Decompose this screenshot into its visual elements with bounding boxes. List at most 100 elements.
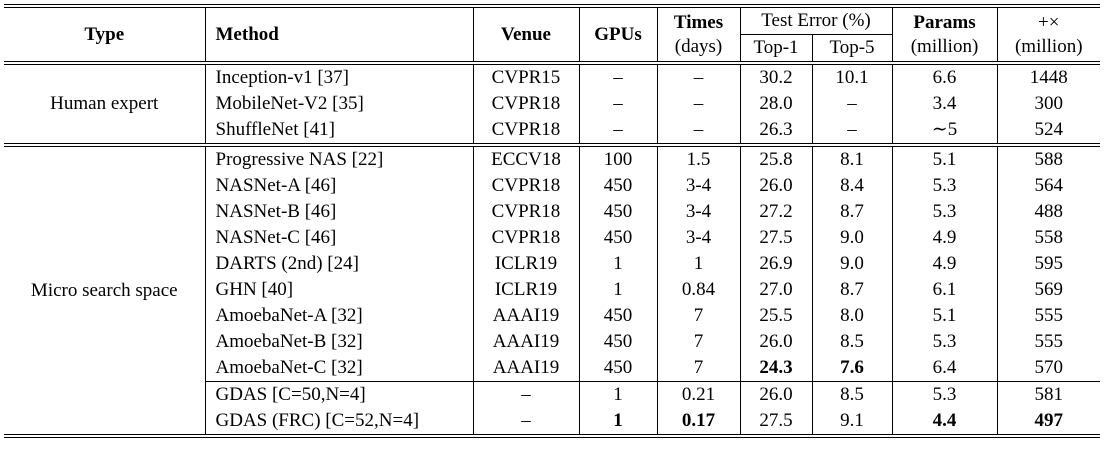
value-cell: 6.4 (891, 355, 997, 382)
header-cell: Method (204, 6, 473, 63)
method-cell: GDAS [C=50,N=4] (204, 381, 473, 408)
value-cell: 588 (996, 145, 1100, 173)
value-cell: 555 (996, 303, 1100, 329)
value-cell: ICLR19 (472, 251, 579, 277)
table-row: AmoebaNet-B [32] AAAI19 450 7 26.0 8.5 5.3 555 (4, 329, 1100, 355)
header-cell: Type (84, 23, 125, 45)
value-cell: AAAI19 (472, 355, 579, 382)
type-cell: Micro search space (30, 279, 178, 301)
value-cell: CVPR18 (472, 199, 579, 225)
value-cell: 564 (996, 173, 1100, 199)
value-cell: 1448 (996, 63, 1100, 91)
header-cell: Venue (472, 6, 579, 63)
value-cell: CVPR15 (472, 63, 579, 91)
value-cell: – (578, 91, 657, 117)
table-row: NASNet-C [46] CVPR18 450 3-4 27.5 9.0 4.9 558 (4, 225, 1100, 251)
results-table: Type Method Venue GPUs Times (days) Test … (4, 4, 1100, 438)
value-cell: 5.3 (891, 329, 997, 355)
value-cell: CVPR18 (472, 225, 579, 251)
value-cell: 5.1 (891, 303, 997, 329)
value-cell: 595 (996, 251, 1100, 277)
value-cell: 4.9 (891, 225, 997, 251)
value-cell: AAAI19 (472, 329, 579, 355)
table-row: ShuffleNet [41] CVPR18– –26.3– ∼5 524 (4, 117, 1100, 145)
value-cell: 555 (996, 329, 1100, 355)
value-cell: 9.0 (811, 251, 892, 277)
value-cell: AAAI19 (472, 303, 579, 329)
value-cell: 8.5 (811, 381, 892, 408)
method-cell: GHN [40] (204, 277, 473, 303)
value-cell: 7 (656, 329, 740, 355)
value-cell: 450 (578, 225, 657, 251)
header-text: Times (673, 11, 724, 33)
value-cell: 28.0 (739, 91, 812, 117)
method-cell: MobileNet-V2 [35] (204, 91, 473, 117)
table-wrap: Type Method Venue GPUs Times (days) Test … (4, 4, 1100, 438)
value-cell: 24.3 (739, 355, 812, 382)
value-cell: 26.0 (739, 173, 812, 199)
table-row: GDAS (FRC) [C=52,N=4] –1 0.17 27.5 9.1 4.4 497 (4, 408, 1100, 436)
value-cell: 7 (656, 303, 740, 329)
value-cell: CVPR18 (472, 173, 579, 199)
header-cell: GPUs (578, 6, 657, 63)
value-cell: – (578, 63, 657, 91)
value-cell: 8.7 (811, 277, 892, 303)
value-cell: 1 (578, 408, 657, 436)
value-cell: – (472, 408, 579, 436)
value-cell: 6.6 (891, 63, 997, 91)
value-cell: 0.84 (656, 277, 740, 303)
value-cell: 8.5 (811, 329, 892, 355)
method-cell: AmoebaNet-A [32] (204, 303, 473, 329)
method-cell: AmoebaNet-B [32] (204, 329, 473, 355)
value-cell: 524 (996, 117, 1100, 145)
table-row: GHN [40] ICLR19 1 0.84 27.0 8.7 6.1 569 (4, 277, 1100, 303)
value-cell: 497 (996, 408, 1100, 436)
table-header: Type Method Venue GPUs Times (days) Test … (4, 6, 1100, 64)
value-cell: 7 (656, 355, 740, 382)
value-cell: 1 (578, 381, 657, 408)
value-cell: 26.0 (739, 381, 812, 408)
value-cell: 27.2 (739, 199, 812, 225)
value-cell: 100 (578, 145, 657, 173)
table-row: AmoebaNet-A [32] AAAI19 450 7 25.5 8.0 5.1 555 (4, 303, 1100, 329)
value-cell: 25.5 (739, 303, 812, 329)
value-cell: – (811, 117, 892, 145)
method-cell: Progressive NAS [22] (204, 145, 473, 173)
value-cell: 450 (578, 329, 657, 355)
value-cell: 1 (578, 277, 657, 303)
value-cell: – (656, 63, 740, 91)
header-cell: Params (million) (891, 6, 997, 63)
header-row: Top-1 Top-5 (4, 34, 1100, 64)
value-cell: 5.3 (891, 199, 997, 225)
value-cell: 5.3 (891, 173, 997, 199)
value-cell: CVPR18 (472, 117, 579, 145)
value-cell: 26.9 (739, 251, 812, 277)
value-cell: 27.5 (739, 408, 812, 436)
value-cell: ∼5 (891, 117, 997, 145)
value-cell: 8.7 (811, 199, 892, 225)
value-cell: 3.4 (891, 91, 997, 117)
value-cell: 25.8 (739, 145, 812, 173)
table-row: Human expert Inception-v1 [37] CVPR15– –30.… (4, 63, 1100, 114)
value-cell: 3-4 (656, 173, 740, 199)
value-cell: 488 (996, 199, 1100, 225)
row-group: Human expert Inception-v1 [37] CVPR15– –30.… (4, 63, 1100, 145)
value-cell: 5.3 (891, 381, 997, 408)
header-cell: +× (million) (996, 6, 1100, 63)
value-cell: – (472, 381, 579, 408)
table-row: NASNet-B [46] CVPR18 450 3-4 27.2 8.7 5.3 488 (4, 199, 1100, 225)
value-cell: 30.2 (739, 63, 812, 91)
value-cell: 8.1 (811, 145, 892, 173)
header-cell: Test Error (%) (739, 6, 892, 35)
value-cell: – (656, 117, 740, 145)
header-unit: (days) (674, 35, 723, 57)
value-cell: 0.21 (656, 381, 740, 408)
value-cell: 1 (656, 251, 740, 277)
method-cell: NASNet-B [46] (204, 199, 473, 225)
table-row: AmoebaNet-C [32] AAAI19 450 7 24.3 7.6 6.4 570 (4, 355, 1100, 382)
value-cell: 9.0 (811, 225, 892, 251)
value-cell: ICLR19 (472, 277, 579, 303)
value-cell: ECCV18 (472, 145, 579, 173)
value-cell: 3-4 (656, 199, 740, 225)
